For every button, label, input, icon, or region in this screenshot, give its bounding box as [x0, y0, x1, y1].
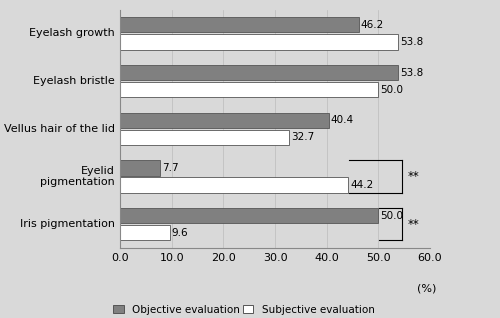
Bar: [120, 65, 398, 80]
Text: 50.0: 50.0: [380, 85, 404, 95]
Legend: Objective evaluation, Subjective evaluation: Objective evaluation, Subjective evaluat…: [109, 301, 379, 318]
Bar: [120, 113, 328, 128]
Text: 9.6: 9.6: [172, 228, 188, 238]
Text: 32.7: 32.7: [291, 132, 314, 142]
Text: (%): (%): [417, 284, 436, 294]
Bar: [120, 34, 398, 50]
Bar: [120, 82, 378, 97]
Bar: [120, 17, 358, 32]
Text: 53.8: 53.8: [400, 67, 423, 78]
Bar: [120, 177, 348, 193]
Text: 53.8: 53.8: [400, 37, 423, 47]
Bar: [120, 160, 160, 176]
Bar: [120, 208, 378, 223]
Text: **: **: [408, 170, 419, 183]
Text: 40.4: 40.4: [331, 115, 354, 125]
Bar: [120, 130, 289, 145]
Text: **: **: [408, 218, 419, 231]
Bar: [120, 225, 170, 240]
Text: 46.2: 46.2: [361, 20, 384, 30]
Text: 7.7: 7.7: [162, 163, 178, 173]
Text: 50.0: 50.0: [380, 211, 404, 221]
Text: 44.2: 44.2: [350, 180, 374, 190]
